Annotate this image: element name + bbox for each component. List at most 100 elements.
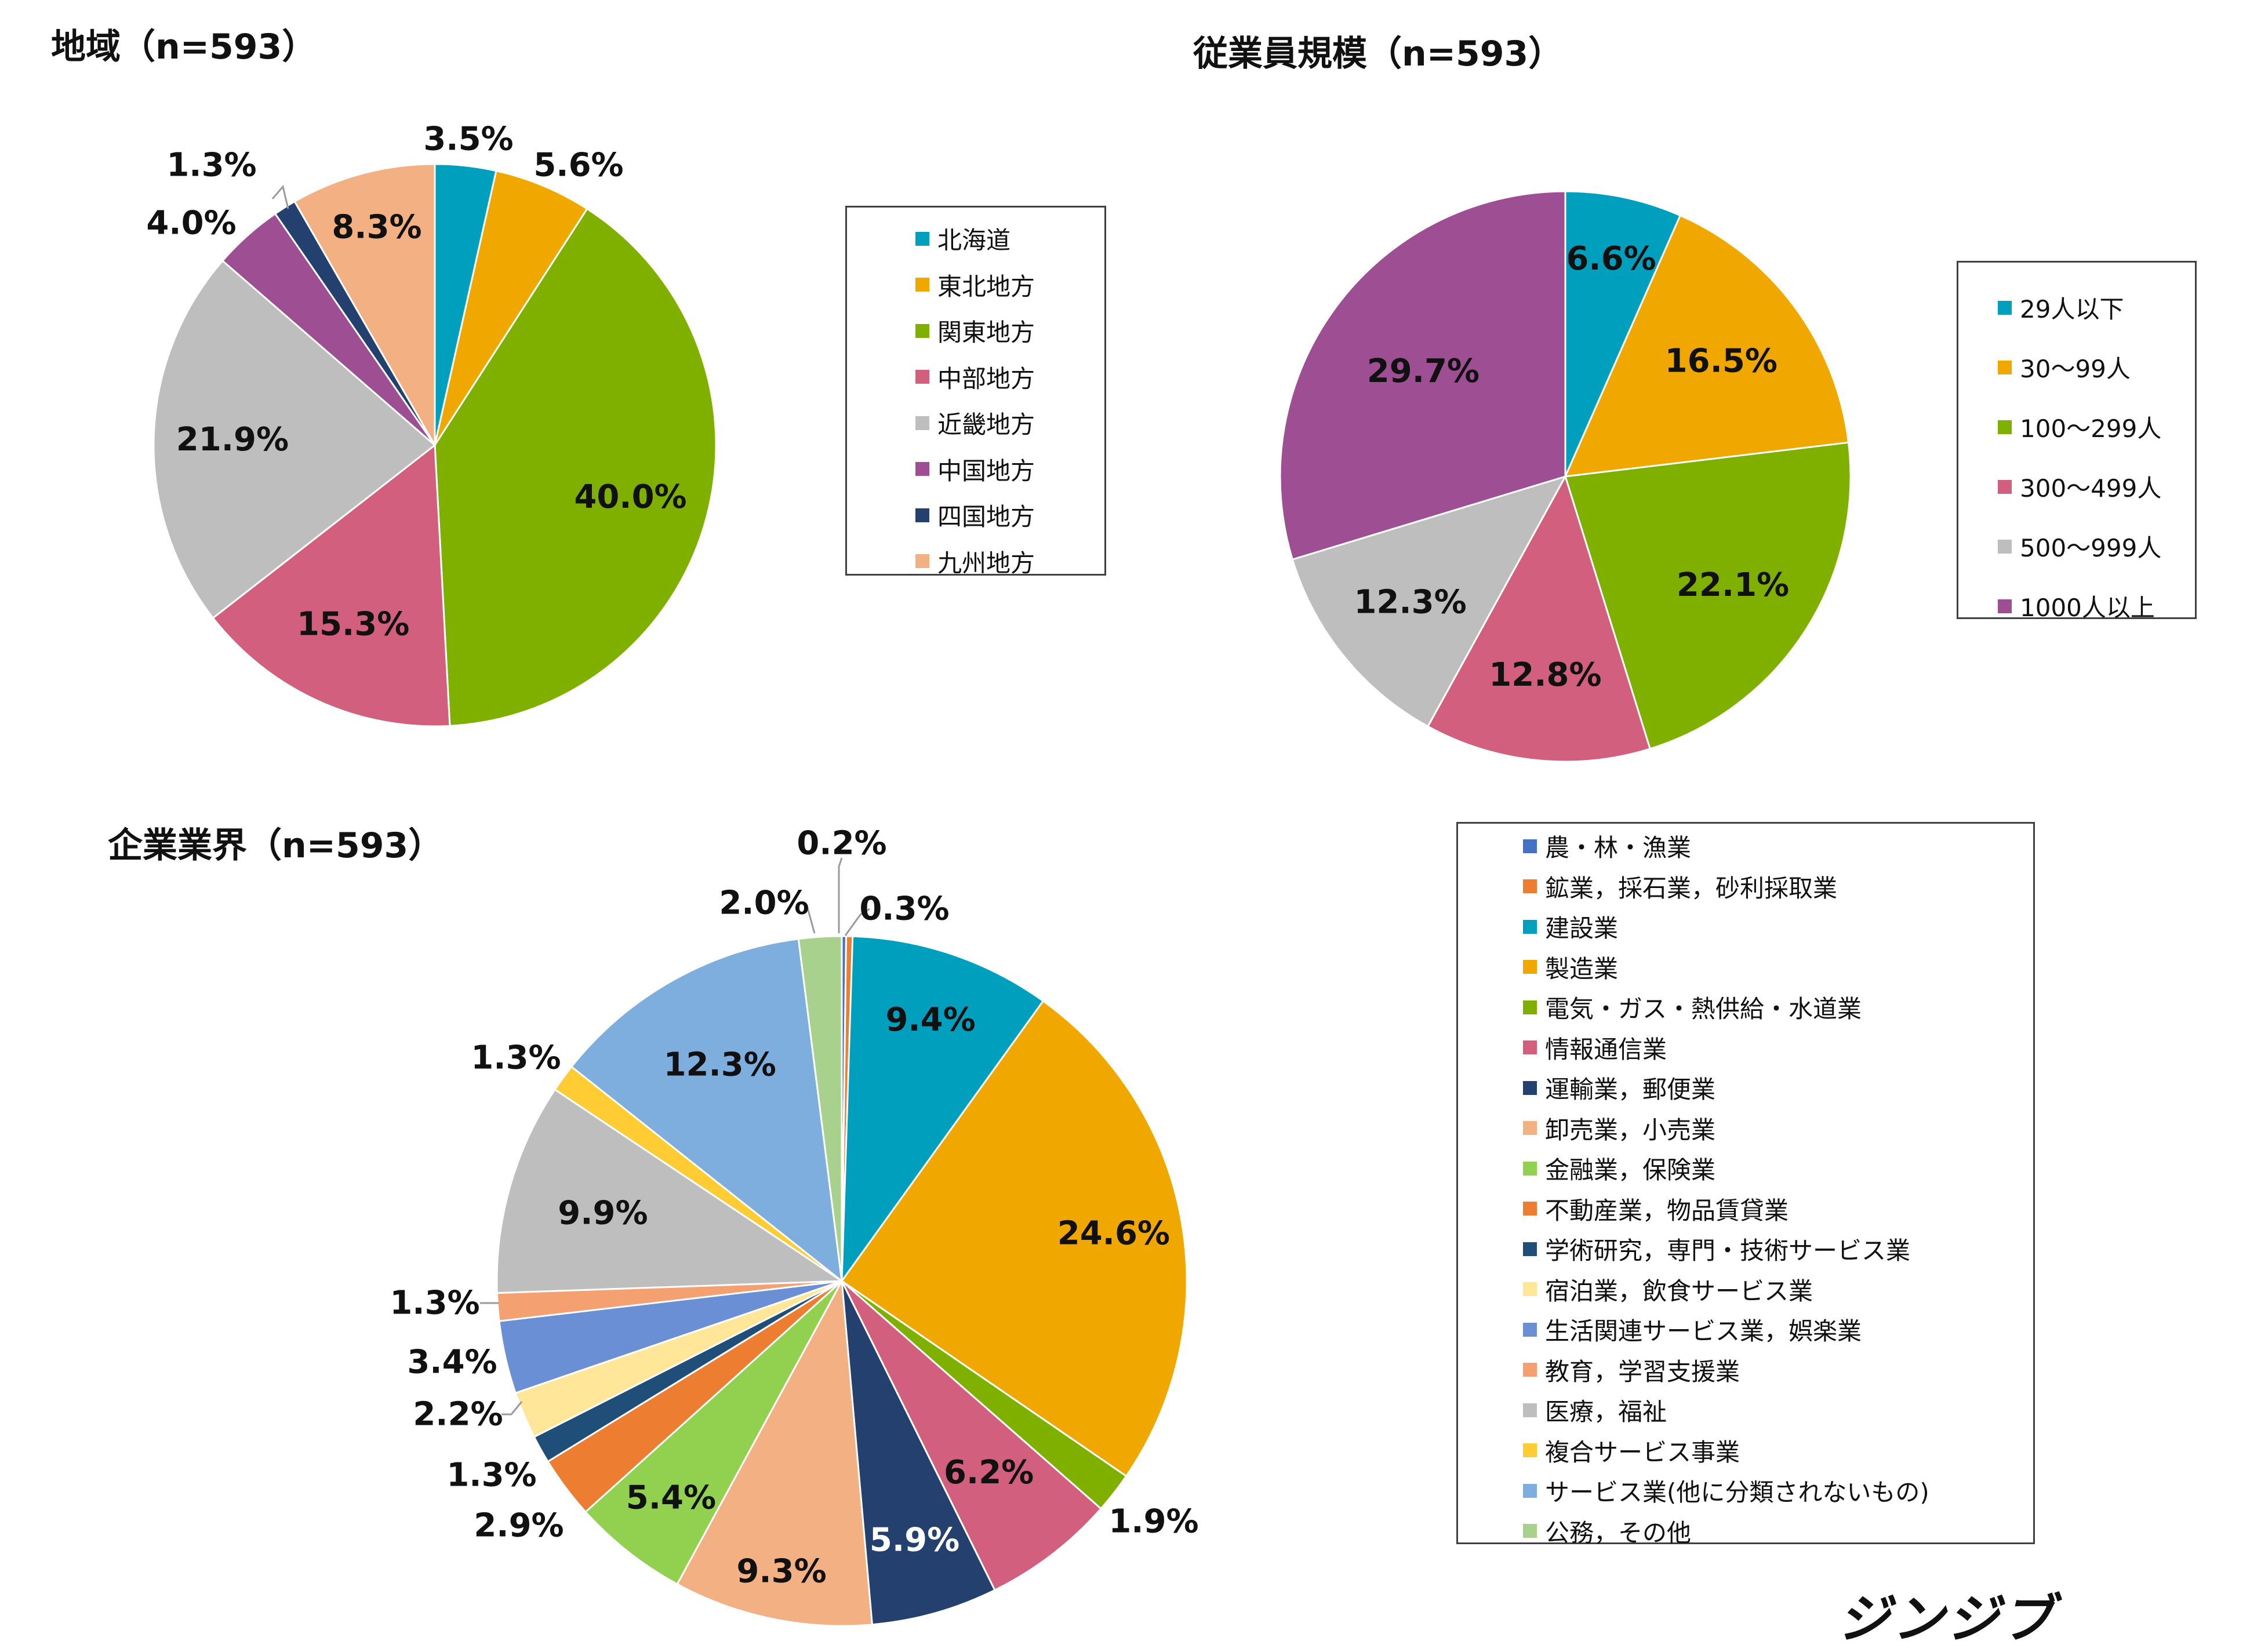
legend-swatch xyxy=(1523,839,1537,853)
data-label: 1.3% xyxy=(446,1457,536,1494)
legend-swatch xyxy=(1523,1000,1537,1014)
pie-slice-item-4 xyxy=(840,999,1188,1478)
region-pie: 3.5% 5.6% 40.0% 15.3% 21.9% 4.0% 1.3% 8.3% xyxy=(146,121,717,727)
leader-line xyxy=(799,902,816,934)
legend-swatch xyxy=(915,508,929,522)
data-label: 16.5% xyxy=(1665,342,1777,380)
legend-label: 学術研究，専門・技術サービス業 xyxy=(1545,1236,1911,1265)
data-label: 1.3% xyxy=(471,1039,561,1077)
legend-item: 運輸業，郵便業 xyxy=(1523,1068,2033,1108)
legend-item: 医療，福祉 xyxy=(1523,1390,2033,1431)
legend-label: 29人以下 xyxy=(2020,295,2124,323)
legend-label: 500〜999人 xyxy=(2020,534,2162,562)
data-label: 21.9% xyxy=(176,421,289,459)
leader-line xyxy=(501,1401,523,1416)
legend-label: 九州地方 xyxy=(937,548,1035,577)
legend-item: 公務，その他 xyxy=(1523,1511,2033,1552)
legend-swatch xyxy=(1998,420,2012,434)
data-label: 12.3% xyxy=(664,1046,776,1083)
legend-item: 500〜999人 xyxy=(1998,516,2195,576)
pie-slice-item-7 xyxy=(841,1280,996,1626)
legend-item: 100〜299人 xyxy=(1998,397,2195,457)
data-label: 3.5% xyxy=(423,121,513,158)
industry-chart-title: 企業業界（n=593） xyxy=(108,825,444,866)
pie-slice-300-499 xyxy=(1426,474,1652,763)
legend-item: 近畿地方 xyxy=(915,400,1104,446)
legend-swatch xyxy=(1523,1121,1537,1136)
pie-slice-30-99 xyxy=(1564,214,1850,478)
data-label: 22.1% xyxy=(1677,566,1789,604)
pie-slice-1000 xyxy=(1279,190,1566,561)
legend-item: 複合サービス事業 xyxy=(1523,1431,2033,1471)
legend-swatch xyxy=(1523,879,1537,894)
legend-label: 不動産業，物品賃貸業 xyxy=(1545,1196,1789,1225)
legend-item: 中国地方 xyxy=(915,446,1104,493)
legend-swatch xyxy=(1523,1443,1537,1458)
data-label: 1.3% xyxy=(166,147,256,184)
legend-swatch xyxy=(915,554,929,569)
region-legend: 北海道 東北地方 関東地方 中部地方 近畿地方 中国地方 四国地方 九州地方 xyxy=(845,206,1106,577)
legend-item: 四国地方 xyxy=(915,492,1104,538)
data-label: 15.3% xyxy=(297,605,409,643)
legend-label: サービス業(他に分類されないもの) xyxy=(1545,1478,1929,1507)
data-label: 1.3% xyxy=(390,1285,479,1322)
data-label: 6.2% xyxy=(944,1454,1034,1491)
industry-pie: 0.2% 0.3% 9.4% 24.6% 1.9% 6.2% 5.9% 9.3% 5.4% 2.9… xyxy=(390,825,1199,1627)
legend-item: 金融業，保険業 xyxy=(1523,1148,2033,1189)
legend-label: 300〜499人 xyxy=(2020,474,2162,503)
legend-label: 鉱業，採石業，砂利採取業 xyxy=(1545,874,1838,903)
legend-label: 電気・ガス・熱供給・水道業 xyxy=(1545,995,1862,1024)
legend-item: 鉱業，採石業，砂利採取業 xyxy=(1523,867,2033,907)
pie-slice-item-2 xyxy=(434,169,588,446)
legend-swatch xyxy=(1523,1524,1537,1538)
legend-label: 1000人以上 xyxy=(2020,594,2155,622)
data-label: 8.3% xyxy=(332,209,421,246)
legend-label: 関東地方 xyxy=(937,318,1035,347)
legend-swatch xyxy=(1998,479,2012,494)
legend-item: 宿泊業，飲食サービス業 xyxy=(1523,1269,2033,1310)
legend-swatch xyxy=(1998,539,2012,554)
pie-slice-29 xyxy=(1564,190,1682,477)
data-label: 2.9% xyxy=(474,1507,564,1545)
legend-label: 宿泊業，飲食サービス業 xyxy=(1545,1276,1813,1305)
legend-item: 東北地方 xyxy=(915,262,1104,308)
legend-swatch xyxy=(1523,1080,1537,1095)
legend-item: サービス業(他に分類されないもの) xyxy=(1523,1471,2033,1511)
legend-item: 農・林・漁業 xyxy=(1523,826,2033,867)
legend-label: 複合サービス事業 xyxy=(1545,1438,1740,1467)
legend-label: 運輸業，郵便業 xyxy=(1545,1075,1716,1104)
data-label: 40.0% xyxy=(574,478,686,516)
legend-label: 生活関連サービス業，娯楽業 xyxy=(1545,1317,1862,1346)
data-label: 3.4% xyxy=(407,1344,497,1381)
legend-swatch xyxy=(1523,1040,1537,1055)
legend-label: 東北地方 xyxy=(937,272,1035,301)
legend-item: 中部地方 xyxy=(915,354,1104,401)
pie-slice-100-299 xyxy=(1564,441,1852,750)
data-label: 6.6% xyxy=(1566,240,1656,278)
leader-line xyxy=(838,857,843,933)
legend-label: 四国地方 xyxy=(937,503,1035,532)
legend-label: 金融業，保険業 xyxy=(1545,1156,1716,1185)
legend-swatch xyxy=(1523,1322,1537,1337)
data-label: 12.8% xyxy=(1489,656,1601,694)
legend-label: 中国地方 xyxy=(937,456,1035,485)
industry-legend: 農・林・漁業 鉱業，採石業，砂利採取業 建設業 製造業 電気・ガス・熱供給・水道業 情報通… xyxy=(1456,822,2035,1547)
legend-swatch xyxy=(915,416,929,430)
data-label: 9.9% xyxy=(558,1194,648,1232)
legend-item: 1000人以上 xyxy=(1998,576,2195,636)
pie-slice-item-9 xyxy=(584,1280,843,1585)
legend-label: 公務，その他 xyxy=(1545,1518,1692,1547)
region-chart-title: 地域（n=593） xyxy=(51,27,317,67)
legend-swatch xyxy=(915,462,929,476)
legend-swatch xyxy=(915,323,929,338)
data-label: 5.6% xyxy=(533,147,623,184)
legend-item: 関東地方 xyxy=(915,308,1104,354)
data-label: 5.4% xyxy=(626,1479,716,1516)
legend-item: 300〜499人 xyxy=(1998,457,2195,516)
legend-item: 29人以下 xyxy=(1998,278,2195,337)
legend-swatch xyxy=(1523,960,1537,974)
brand-logo: ジンジブ xyxy=(1838,1589,2056,1650)
legend-swatch xyxy=(915,231,929,246)
employee-legend: 29人以下 30〜99人 100〜299人 300〜499人 500〜999人 1000人… xyxy=(1957,261,2197,622)
